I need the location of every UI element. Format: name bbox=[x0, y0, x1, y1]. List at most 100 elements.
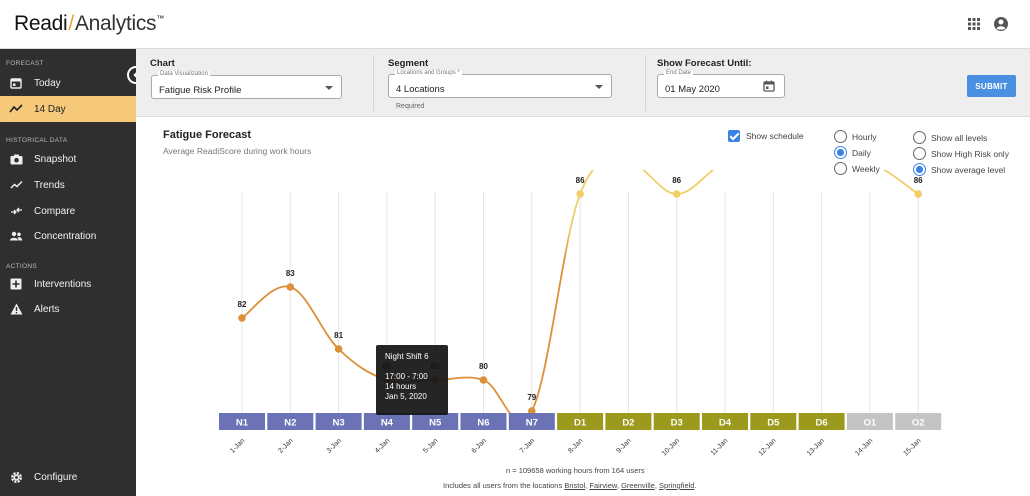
data-point[interactable] bbox=[286, 283, 295, 291]
radio-selected-icon bbox=[834, 146, 847, 159]
sidebar-item-label: 14 Day bbox=[34, 103, 66, 115]
app-logo[interactable]: Readi/Analytics™ bbox=[14, 12, 164, 36]
sidebar-item-label: Snapshot bbox=[34, 153, 77, 165]
location-link-greenville[interactable]: Greenville bbox=[621, 481, 655, 490]
shift-block[interactable] bbox=[798, 413, 845, 430]
x-tick-label: 3-Jan bbox=[326, 437, 343, 454]
data-point[interactable] bbox=[576, 190, 584, 198]
sidebar-item-label: Trends bbox=[34, 179, 65, 191]
segment-select[interactable]: Locations and Groups * 4 Locations bbox=[388, 70, 612, 98]
location-link-bristol[interactable]: Bristol bbox=[564, 481, 586, 490]
calendar-icon[interactable] bbox=[763, 80, 775, 92]
radio-show-average[interactable]: Show average level bbox=[913, 163, 1005, 176]
sidebar-item-today[interactable]: Today bbox=[0, 70, 136, 96]
sidebar-item-interventions[interactable]: Interventions bbox=[0, 271, 136, 297]
shift-block[interactable] bbox=[460, 413, 507, 430]
chart-filter-title: Chart bbox=[150, 58, 175, 69]
shift-block[interactable] bbox=[412, 413, 459, 430]
shift-label: N2 bbox=[284, 418, 296, 429]
data-point[interactable] bbox=[479, 376, 488, 384]
shift-block[interactable] bbox=[363, 413, 410, 430]
shift-block[interactable] bbox=[315, 413, 362, 430]
x-tick-label: 2-Jan bbox=[277, 437, 294, 454]
radio-daily[interactable]: Daily bbox=[834, 146, 871, 159]
sidebar-section-forecast: FORECAST bbox=[6, 60, 44, 67]
sidebar-item-snapshot[interactable]: Snapshot bbox=[0, 146, 136, 172]
shift-block[interactable] bbox=[750, 413, 797, 430]
shift-label: D1 bbox=[574, 418, 587, 429]
shift-block[interactable] bbox=[219, 413, 265, 430]
sidebar-item-label: Today bbox=[34, 77, 61, 89]
segment-filter-title: Segment bbox=[388, 58, 429, 69]
shift-block[interactable] bbox=[895, 413, 942, 430]
data-point[interactable] bbox=[672, 190, 681, 198]
x-tick-label: 13-Jan bbox=[806, 437, 826, 457]
data-point[interactable] bbox=[528, 407, 536, 415]
sidebar-section-actions: ACTIONS bbox=[6, 263, 37, 270]
sample-size-text: n = 109658 working hours from 164 users bbox=[506, 466, 645, 475]
location-link-springfield[interactable]: Springfield bbox=[659, 481, 695, 490]
radio-icon bbox=[913, 131, 926, 144]
data-label: 80 bbox=[479, 362, 488, 371]
sidebar-section-historical: HISTORICAL DATA bbox=[6, 137, 68, 144]
shift-block[interactable] bbox=[508, 413, 555, 430]
tooltip-time-range: 17:00 - 7:00 bbox=[385, 372, 428, 381]
chart-select-value: Fatigue Risk Profile bbox=[159, 85, 242, 96]
radio-show-all-levels[interactable]: Show all levels bbox=[913, 131, 987, 144]
radio-hourly[interactable]: Hourly bbox=[834, 130, 877, 143]
radio-label: Show all levels bbox=[931, 132, 988, 143]
shift-block[interactable] bbox=[605, 413, 652, 430]
data-point[interactable] bbox=[238, 314, 246, 322]
segment-required-hint: Required bbox=[396, 103, 425, 110]
x-tick-label: 8-Jan bbox=[567, 437, 584, 454]
shift-label: D2 bbox=[622, 418, 634, 429]
data-label: 82 bbox=[238, 300, 247, 309]
x-tick-label: 14-Jan bbox=[854, 437, 874, 457]
sidebar-item-configure[interactable]: Configure bbox=[0, 464, 136, 490]
sidebar-item-compare[interactable]: Compare bbox=[0, 198, 136, 224]
chevron-down-icon bbox=[595, 85, 603, 89]
data-point[interactable] bbox=[914, 190, 922, 198]
data-label: 86 bbox=[672, 176, 681, 185]
checkbox-checked-icon bbox=[728, 130, 740, 142]
series-line bbox=[241, 170, 919, 422]
shift-block[interactable] bbox=[846, 413, 893, 430]
locations-text: Includes all users from the locations Br… bbox=[443, 481, 697, 490]
sidebar-item-alerts[interactable]: Alerts bbox=[0, 296, 136, 322]
show-schedule-label: Show schedule bbox=[746, 131, 804, 141]
shift-label: D4 bbox=[719, 418, 732, 429]
sidebar-item-14-day[interactable]: 14 Day bbox=[0, 96, 136, 122]
end-date-label: End Date bbox=[664, 70, 694, 76]
shift-block[interactable] bbox=[702, 413, 748, 430]
shift-block[interactable] bbox=[653, 413, 700, 430]
logo-trademark: ™ bbox=[156, 14, 164, 23]
location-link-fairview[interactable]: Fairview bbox=[589, 481, 617, 490]
gear-icon bbox=[9, 470, 23, 484]
data-label: 81 bbox=[334, 331, 343, 340]
apps-grid-icon[interactable] bbox=[966, 16, 982, 32]
end-date-field[interactable]: End Date 01 May 2020 bbox=[657, 70, 785, 98]
data-label: 86 bbox=[914, 176, 923, 185]
locations-prefix: Includes all users from the locations bbox=[443, 481, 563, 490]
sidebar: FORECAST Today 14 Day HISTORICAL DATA Sn… bbox=[0, 49, 136, 496]
data-label: 86 bbox=[576, 176, 585, 185]
segment-select-value: 4 Locations bbox=[396, 84, 445, 95]
logo-analytics: Analytics bbox=[74, 12, 157, 35]
account-icon[interactable] bbox=[993, 16, 1009, 32]
data-point[interactable] bbox=[334, 345, 343, 353]
x-tick-label: 10-Jan bbox=[661, 437, 681, 457]
shift-block[interactable] bbox=[267, 413, 314, 430]
x-tick-label: 1-Jan bbox=[229, 437, 246, 454]
sidebar-item-concentration[interactable]: Concentration bbox=[0, 223, 136, 249]
shift-block[interactable] bbox=[557, 413, 604, 430]
data-label: 83 bbox=[286, 269, 295, 278]
chart-type-select[interactable]: Data Visualization Fatigue Risk Profile bbox=[151, 71, 342, 99]
compare-icon bbox=[9, 204, 23, 218]
sidebar-item-trends[interactable]: Trends bbox=[0, 172, 136, 198]
show-schedule-checkbox[interactable]: Show schedule bbox=[728, 130, 804, 142]
radio-show-high-risk[interactable]: Show High Risk only bbox=[913, 147, 1009, 160]
separator: . bbox=[694, 481, 697, 490]
x-tick-label: 11-Jan bbox=[710, 437, 730, 457]
radio-weekly[interactable]: Weekly bbox=[834, 162, 880, 175]
submit-button[interactable]: SUBMIT bbox=[967, 75, 1016, 97]
